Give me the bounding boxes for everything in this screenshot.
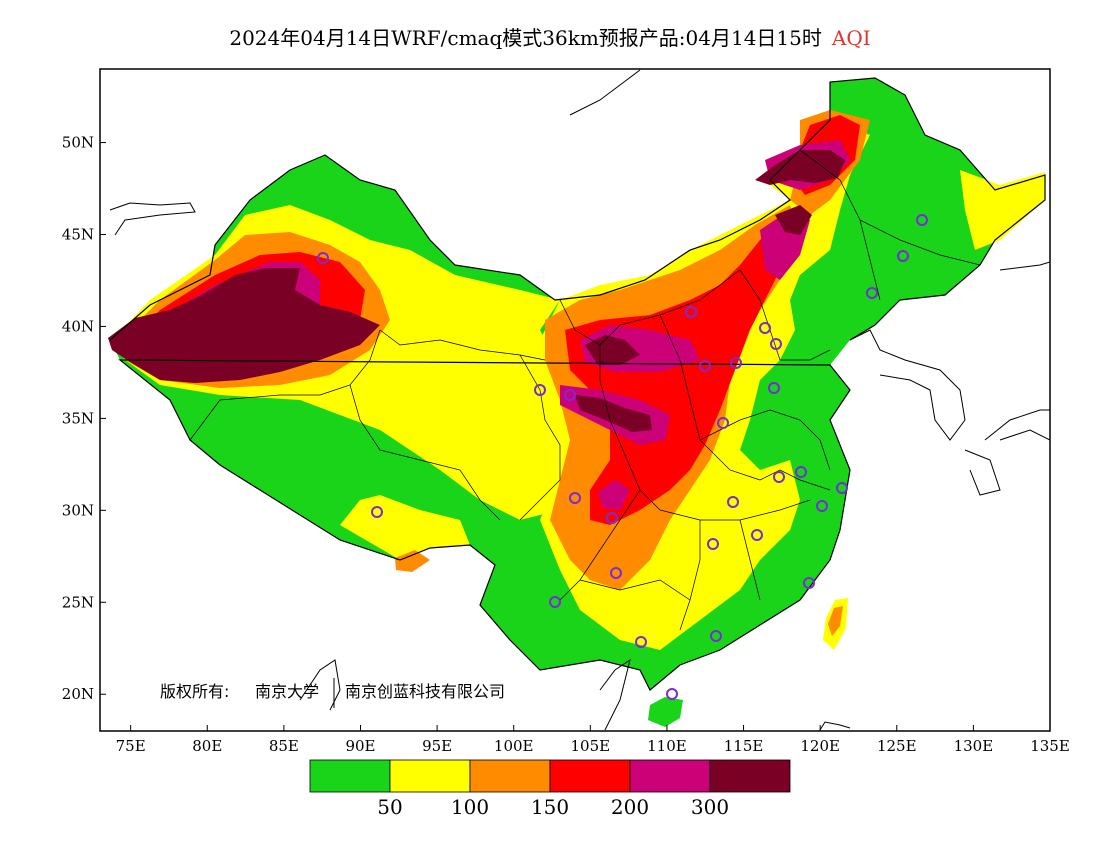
hainan-island bbox=[648, 697, 683, 727]
station-marker bbox=[710, 630, 722, 642]
station-marker bbox=[770, 338, 782, 350]
station-marker bbox=[897, 250, 909, 262]
y-tick-label: 45N bbox=[62, 226, 94, 244]
province-boundaries bbox=[189, 149, 981, 631]
copyright-org2: 南京创蓝科技有限公司 bbox=[345, 682, 505, 701]
station-marker bbox=[549, 596, 561, 608]
x-tick-label: 80E bbox=[192, 737, 222, 755]
station-marker bbox=[759, 322, 771, 334]
region-aqi-51-100-ne bbox=[960, 170, 1045, 250]
x-tick-label: 90E bbox=[345, 737, 375, 755]
station-marker bbox=[707, 538, 719, 550]
region-aqi-300-plus-ne bbox=[755, 150, 845, 185]
y-tick-label: 35N bbox=[62, 409, 94, 427]
y-tick-label: 20N bbox=[62, 685, 94, 703]
region-aqi-300-plus-xinjiang bbox=[108, 268, 380, 383]
x-tick-label: 75E bbox=[116, 737, 146, 755]
x-tick-label: 130E bbox=[954, 737, 994, 755]
plot-frame bbox=[99, 68, 1051, 732]
x-tick-label: 105E bbox=[571, 737, 611, 755]
station-marker bbox=[371, 506, 383, 518]
station-marker bbox=[699, 360, 711, 372]
legend-label: 300 bbox=[691, 795, 729, 819]
region-aqi-151-200-central bbox=[565, 210, 795, 525]
y-tick-label: 25N bbox=[62, 593, 94, 611]
map-layers bbox=[108, 69, 1050, 731]
station-marker bbox=[727, 496, 739, 508]
station-marker bbox=[717, 417, 729, 429]
x-tick-label: 110E bbox=[647, 737, 687, 755]
station-marker bbox=[803, 577, 815, 589]
station-marker bbox=[635, 636, 647, 648]
station-marker bbox=[816, 500, 828, 512]
station-marker bbox=[773, 471, 785, 483]
copyright-note: 版权所有: 南京大学 南京创蓝科技有限公司 bbox=[160, 678, 505, 708]
map-title: 2024年04月14日WRF/cmaq模式36km预报产品:04月14日15时 A… bbox=[0, 22, 1100, 51]
aqi-legend: 50 100 150 200 300 bbox=[309, 759, 791, 819]
legend-swatch bbox=[549, 759, 631, 793]
x-tick-label: 100E bbox=[494, 737, 534, 755]
map-title-main: 2024年04月14日WRF/cmaq模式36km预报产品:04月14日15时 bbox=[229, 26, 822, 50]
taiwan-orange bbox=[828, 606, 843, 636]
x-tick-label: 135E bbox=[1030, 737, 1070, 755]
region-aqi-101-150-yunnan bbox=[395, 550, 430, 572]
copyright-org1: 南京大学 bbox=[255, 682, 319, 701]
legend-label: 150 bbox=[531, 795, 569, 819]
station-marker bbox=[866, 287, 878, 299]
station-marker bbox=[610, 567, 622, 579]
station-marker bbox=[569, 492, 581, 504]
station-marker bbox=[534, 384, 546, 396]
y-axis: 50N 45N 40N 35N 30N 25N 20N bbox=[62, 134, 106, 703]
station-marker bbox=[836, 482, 848, 494]
x-axis: 75E 80E 85E 90E 95E 100E 105E 110E 115E 120E 125E 1… bbox=[116, 725, 1070, 755]
x-tick-label: 120E bbox=[800, 737, 840, 755]
legend-swatch bbox=[389, 759, 471, 793]
y-tick-label: 40N bbox=[62, 317, 94, 335]
station-marker bbox=[685, 306, 697, 318]
station-marker bbox=[730, 357, 742, 369]
map-title-variable: AQI bbox=[831, 26, 871, 50]
station-marker bbox=[317, 252, 329, 264]
station-marker bbox=[751, 529, 763, 541]
legend-swatch bbox=[629, 759, 711, 793]
region-aqi-300-plus-loess bbox=[575, 395, 652, 432]
legend-swatch bbox=[469, 759, 551, 793]
station-marker bbox=[606, 512, 618, 524]
station-marker bbox=[666, 688, 678, 700]
legend-label: 50 bbox=[377, 795, 402, 819]
legend-label: 100 bbox=[451, 795, 489, 819]
region-aqi-300-plus-north bbox=[775, 205, 812, 235]
x-tick-label: 95E bbox=[422, 737, 452, 755]
legend-swatch bbox=[709, 759, 791, 793]
copyright-prefix: 版权所有: bbox=[160, 682, 229, 701]
legend-label: 200 bbox=[611, 795, 649, 819]
station-markers bbox=[317, 214, 928, 700]
region-aqi-201-300-sichuan bbox=[598, 480, 630, 510]
x-tick-label: 125E bbox=[877, 737, 917, 755]
station-marker bbox=[795, 466, 807, 478]
x-tick-label: 115E bbox=[724, 737, 764, 755]
legend-swatch bbox=[309, 759, 391, 793]
station-marker bbox=[564, 389, 576, 401]
neighbour-coastlines bbox=[109, 69, 1050, 731]
region-aqi-300-plus-ordos bbox=[585, 335, 640, 365]
y-tick-label: 50N bbox=[62, 134, 94, 152]
station-marker bbox=[916, 214, 928, 226]
china-border bbox=[109, 77, 1046, 691]
station-marker bbox=[768, 382, 780, 394]
y-tick-label: 30N bbox=[62, 501, 94, 519]
x-tick-label: 85E bbox=[269, 737, 299, 755]
